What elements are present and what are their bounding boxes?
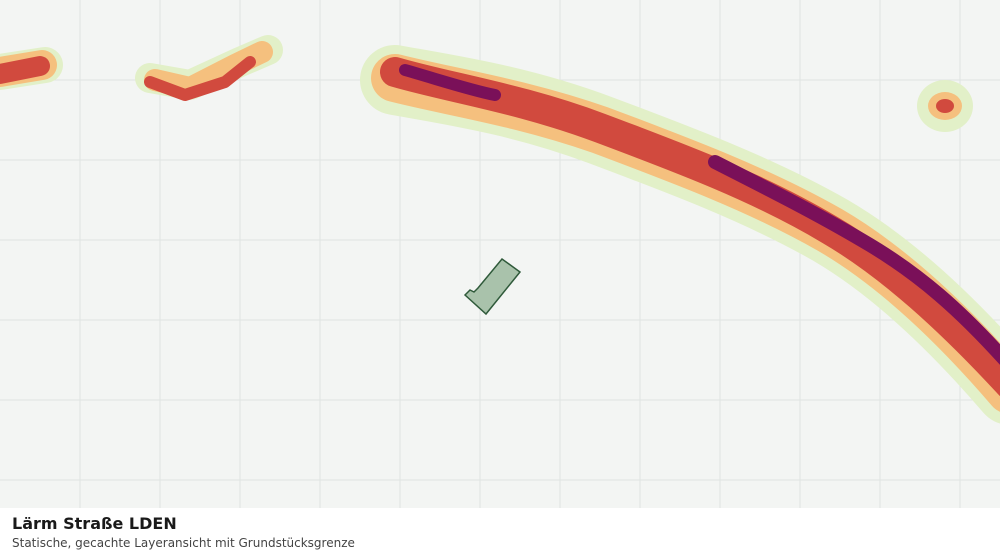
noise-band-very-high <box>708 155 1000 365</box>
noise-band-high <box>0 56 50 84</box>
noise-band-very-high <box>399 64 501 101</box>
noise-band-high <box>144 56 256 101</box>
noise-spot-east <box>917 80 973 132</box>
caption: Lärm Straße LDEN Statische, gecachte Lay… <box>0 508 1000 560</box>
noise-band-high <box>936 99 954 113</box>
map <box>0 0 1000 508</box>
noise-road-west <box>0 35 283 101</box>
map-subtitle: Statische, gecachte Layeransicht mit Gru… <box>12 536 355 550</box>
noise-road-main <box>360 45 1000 424</box>
parcel-boundary[interactable] <box>463 257 522 316</box>
map-title: Lärm Straße LDEN <box>12 514 177 533</box>
